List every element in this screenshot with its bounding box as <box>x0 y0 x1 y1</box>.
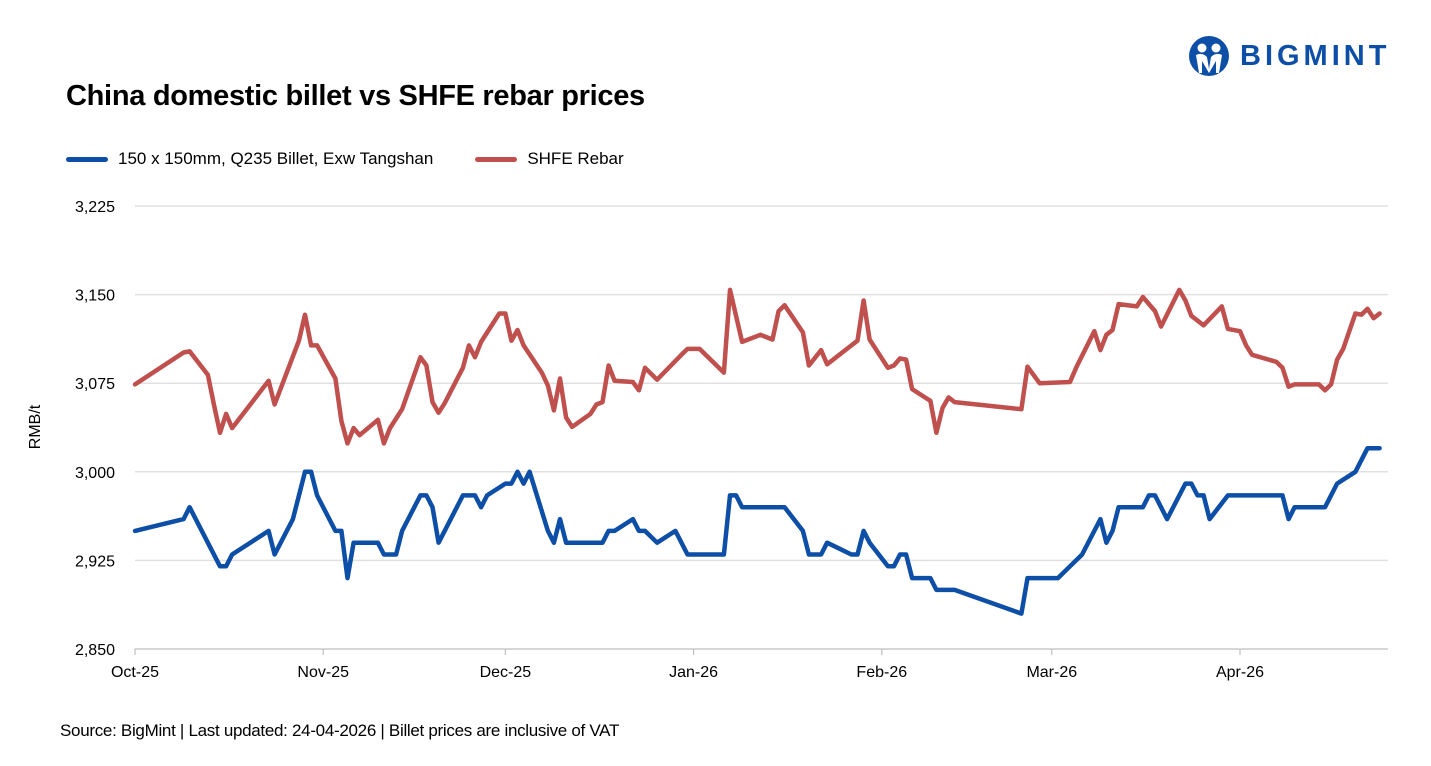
x-tick-label: Oct-25 <box>111 664 159 681</box>
legend: 150 x 150mm, Q235 Billet, Exw Tangshan S… <box>66 149 666 169</box>
x-tick-label: Dec-25 <box>480 664 532 681</box>
bigmint-logo: BIGMINT <box>1188 35 1390 77</box>
y-tick-label: 2,925 <box>75 553 115 570</box>
series-line-rebar <box>132 287 1382 446</box>
y-tick-label: 3,225 <box>75 199 115 216</box>
x-axis-ticks: Oct-25 Nov-25 Dec-25 Jan-26 Feb-26 Mar-26 Apr-… <box>111 649 1264 681</box>
y-tick-label: 3,000 <box>75 465 115 482</box>
legend-swatch-rebar <box>475 156 518 162</box>
bigmint-logo-text: BIGMINT <box>1240 39 1391 72</box>
bigmint-logo-icon <box>1189 36 1229 76</box>
legend-label-billet: 150 x 150mm, Q235 Billet, Exw Tangshan <box>118 149 434 168</box>
series-lines <box>132 287 1382 616</box>
legend-label-rebar: SHFE Rebar <box>527 149 624 168</box>
series-line-billet <box>132 445 1382 616</box>
legend-item-billet: 150 x 150mm, Q235 Billet, Exw Tangshan <box>66 149 433 169</box>
legend-item-rebar: SHFE Rebar <box>475 149 624 169</box>
x-tick-label: Jan-26 <box>669 664 718 681</box>
x-tick-label: Apr-26 <box>1216 664 1264 681</box>
y-axis-label: RMB/t <box>27 404 44 449</box>
y-axis-ticks: 2,850 2,925 3,000 3,075 3,150 3,225 <box>75 199 115 659</box>
legend-swatch-billet <box>66 156 108 162</box>
source-note: Source: BigMint | Last updated: 24-04-20… <box>60 721 620 740</box>
x-tick-label: Nov-25 <box>297 664 349 681</box>
y-tick-label: 2,850 <box>75 642 115 659</box>
chart-title: China domestic billet vs SHFE rebar pric… <box>66 80 645 112</box>
x-tick-label: Mar-26 <box>1026 664 1077 681</box>
y-tick-label: 3,075 <box>75 376 115 393</box>
y-tick-label: 3,150 <box>75 288 115 305</box>
x-tick-label: Feb-26 <box>856 664 907 681</box>
